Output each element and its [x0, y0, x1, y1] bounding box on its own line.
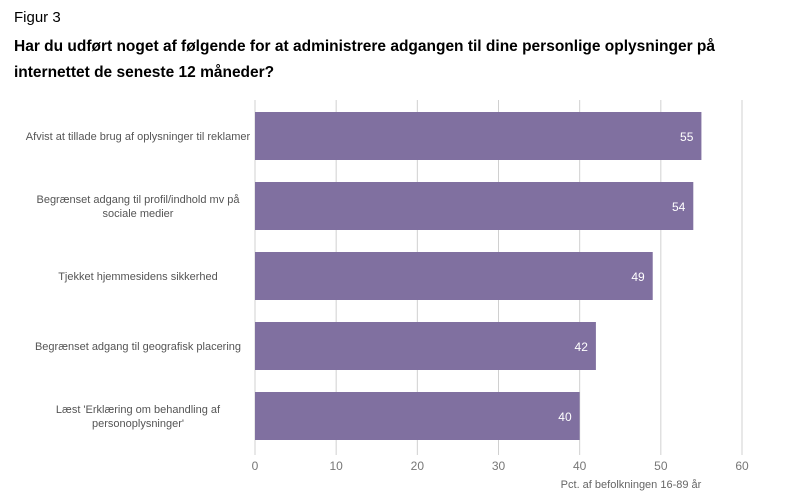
- x-axis-label: Pct. af befolkningen 16-89 år: [561, 479, 702, 491]
- bar: [255, 392, 580, 440]
- category-label: Tjekket hjemmesidens sikkerhed: [58, 271, 218, 283]
- category-label: Læst 'Erklæring om behandling af: [56, 404, 221, 416]
- category-label: personoplysninger': [92, 418, 184, 430]
- x-tick-label: 60: [735, 459, 749, 473]
- category-label: Afvist at tillade brug af oplysninger ti…: [26, 131, 251, 143]
- x-tick-label: 40: [573, 459, 587, 473]
- x-tick-label: 0: [252, 459, 259, 473]
- bar: [255, 182, 694, 230]
- data-label: 42: [575, 340, 589, 354]
- category-label: Begrænset adgang til profil/indhold mv p…: [36, 194, 240, 206]
- figure-label: Figur 3: [14, 9, 61, 26]
- category-label: Begrænset adgang til geografisk placerin…: [35, 341, 241, 353]
- bar: [255, 252, 653, 300]
- x-tick-label: 50: [654, 459, 668, 473]
- category-label: sociale medier: [103, 208, 174, 220]
- data-label: 40: [558, 410, 572, 424]
- bar: [255, 112, 702, 160]
- bar: [255, 322, 596, 370]
- x-tick-label: 10: [329, 459, 343, 473]
- data-label: 55: [680, 130, 694, 144]
- x-tick-label: 20: [411, 459, 425, 473]
- chart-title: Har du udført noget af følgende for at a…: [14, 38, 716, 81]
- data-label: 49: [631, 270, 645, 284]
- x-tick-label: 30: [492, 459, 506, 473]
- data-label: 54: [672, 200, 686, 214]
